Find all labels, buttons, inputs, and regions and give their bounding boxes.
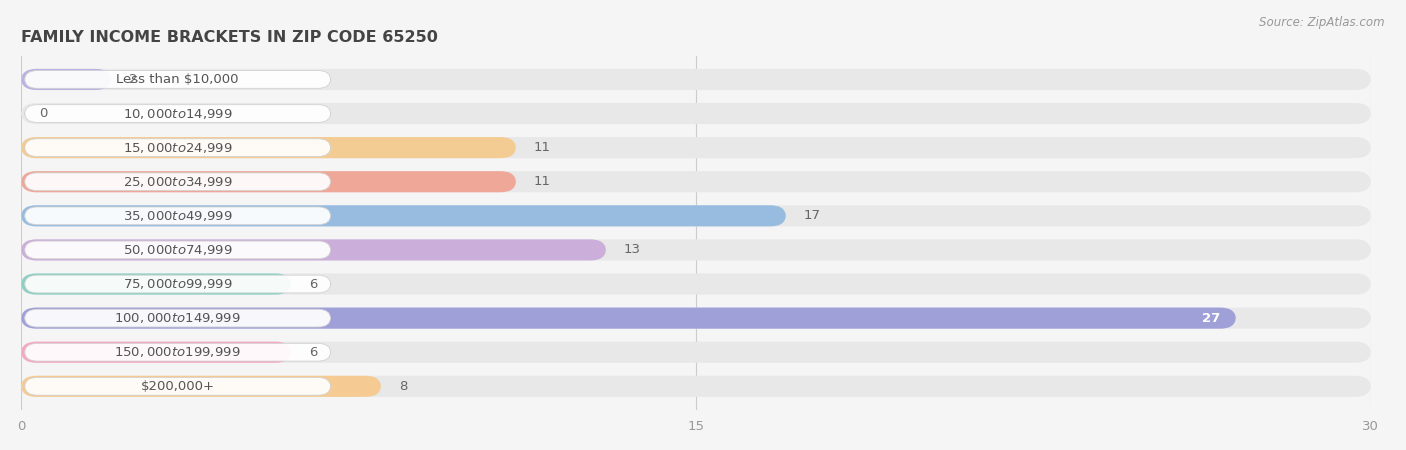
Text: 6: 6 xyxy=(309,346,318,359)
Text: $50,000 to $74,999: $50,000 to $74,999 xyxy=(122,243,232,257)
FancyBboxPatch shape xyxy=(21,307,1371,328)
Text: 13: 13 xyxy=(624,243,641,256)
Text: $10,000 to $14,999: $10,000 to $14,999 xyxy=(122,107,232,121)
FancyBboxPatch shape xyxy=(21,274,291,295)
FancyBboxPatch shape xyxy=(21,69,111,90)
FancyBboxPatch shape xyxy=(21,307,1236,328)
Text: 27: 27 xyxy=(1202,311,1220,324)
FancyBboxPatch shape xyxy=(21,171,516,192)
FancyBboxPatch shape xyxy=(21,376,381,397)
FancyBboxPatch shape xyxy=(25,309,330,327)
FancyBboxPatch shape xyxy=(25,378,330,395)
Text: 0: 0 xyxy=(39,107,48,120)
FancyBboxPatch shape xyxy=(25,173,330,191)
Text: $35,000 to $49,999: $35,000 to $49,999 xyxy=(122,209,232,223)
Text: 8: 8 xyxy=(399,380,408,393)
FancyBboxPatch shape xyxy=(21,205,1371,226)
Text: $100,000 to $149,999: $100,000 to $149,999 xyxy=(114,311,240,325)
FancyBboxPatch shape xyxy=(25,139,330,157)
Text: 11: 11 xyxy=(534,141,551,154)
Text: $15,000 to $24,999: $15,000 to $24,999 xyxy=(122,141,232,155)
Text: $200,000+: $200,000+ xyxy=(141,380,215,393)
Text: $25,000 to $34,999: $25,000 to $34,999 xyxy=(122,175,232,189)
FancyBboxPatch shape xyxy=(21,342,291,363)
FancyBboxPatch shape xyxy=(21,205,786,226)
FancyBboxPatch shape xyxy=(25,207,330,225)
FancyBboxPatch shape xyxy=(21,137,1371,158)
FancyBboxPatch shape xyxy=(21,69,1371,90)
FancyBboxPatch shape xyxy=(21,137,516,158)
FancyBboxPatch shape xyxy=(25,241,330,259)
Text: Less than $10,000: Less than $10,000 xyxy=(117,73,239,86)
Text: 17: 17 xyxy=(804,209,821,222)
FancyBboxPatch shape xyxy=(21,274,1371,295)
Text: FAMILY INCOME BRACKETS IN ZIP CODE 65250: FAMILY INCOME BRACKETS IN ZIP CODE 65250 xyxy=(21,30,437,45)
Text: 11: 11 xyxy=(534,175,551,188)
FancyBboxPatch shape xyxy=(25,343,330,361)
Text: $150,000 to $199,999: $150,000 to $199,999 xyxy=(114,345,240,359)
FancyBboxPatch shape xyxy=(21,239,1371,261)
FancyBboxPatch shape xyxy=(21,342,1371,363)
FancyBboxPatch shape xyxy=(25,105,330,122)
Text: Source: ZipAtlas.com: Source: ZipAtlas.com xyxy=(1260,16,1385,29)
Text: 2: 2 xyxy=(129,73,138,86)
FancyBboxPatch shape xyxy=(21,171,1371,192)
FancyBboxPatch shape xyxy=(21,239,606,261)
FancyBboxPatch shape xyxy=(25,71,330,88)
FancyBboxPatch shape xyxy=(25,275,330,293)
FancyBboxPatch shape xyxy=(21,376,1371,397)
Text: 6: 6 xyxy=(309,278,318,291)
FancyBboxPatch shape xyxy=(21,103,1371,124)
Text: $75,000 to $99,999: $75,000 to $99,999 xyxy=(122,277,232,291)
